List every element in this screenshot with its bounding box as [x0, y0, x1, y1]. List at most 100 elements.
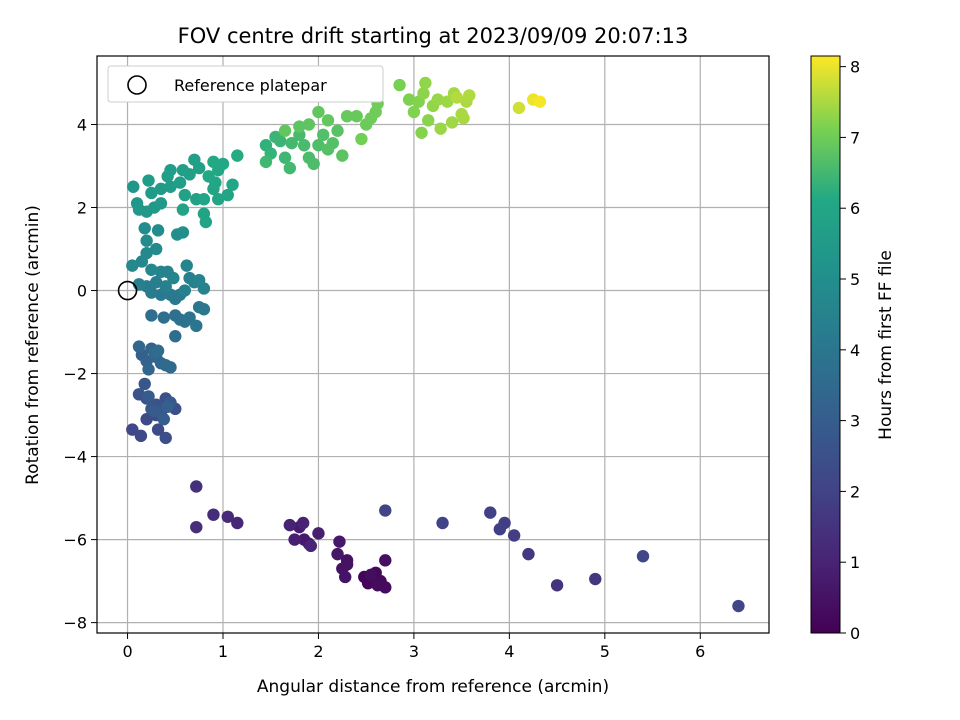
data-point: [164, 361, 177, 374]
colorbar-tick-label: 0: [850, 624, 860, 643]
y-tick-label: 0: [77, 282, 87, 301]
data-point: [149, 276, 163, 289]
y-tick-label: −6: [63, 531, 87, 550]
data-point: [589, 572, 602, 586]
data-point: [183, 311, 196, 324]
colorbar-tick-label: 4: [850, 341, 860, 360]
data-point: [419, 76, 432, 90]
data-point: [350, 109, 363, 123]
data-point: [140, 234, 153, 247]
data-point: [197, 303, 211, 316]
data-point: [463, 89, 476, 102]
data-point: [333, 535, 346, 548]
x-tick-label: 1: [218, 642, 228, 661]
data-point: [636, 550, 650, 563]
data-point: [283, 518, 297, 532]
data-point: [126, 423, 139, 436]
data-point: [197, 193, 211, 206]
data-points: [126, 76, 745, 613]
data-point: [338, 570, 352, 584]
y-axis-ticks: −8 −6 −4 −2 0 2 4: [63, 115, 97, 633]
y-tick-label: 2: [77, 199, 87, 218]
data-point: [192, 161, 206, 175]
data-point: [178, 284, 192, 297]
colorbar-tick-label: 7: [850, 128, 860, 147]
data-point: [161, 400, 174, 413]
data-point: [283, 161, 297, 175]
data-point: [402, 93, 416, 106]
data-point: [307, 157, 320, 171]
data-point: [190, 319, 203, 333]
data-point: [355, 132, 368, 146]
data-point: [317, 128, 330, 142]
data-point: [145, 263, 158, 276]
data-point: [190, 480, 203, 493]
data-point: [507, 529, 521, 542]
data-point: [379, 554, 392, 567]
colorbar-tick-label: 8: [850, 58, 860, 77]
data-point: [493, 523, 507, 536]
data-point: [138, 377, 151, 391]
data-point: [159, 280, 172, 293]
data-point: [202, 170, 215, 183]
y-tick-label: −8: [63, 614, 87, 633]
y-tick-label: −2: [63, 365, 87, 384]
data-point: [331, 547, 344, 561]
data-point: [157, 311, 171, 324]
data-point: [207, 508, 220, 521]
data-point: [450, 91, 464, 104]
x-tick-label: 2: [313, 642, 323, 661]
data-point: [178, 188, 192, 202]
data-point: [484, 506, 497, 519]
data-point: [134, 429, 148, 443]
data-point: [302, 118, 316, 131]
data-point: [151, 224, 165, 237]
data-point: [221, 510, 234, 523]
data-point: [138, 222, 151, 235]
data-point: [151, 344, 165, 357]
data-point: [274, 134, 287, 148]
y-axis-label: Rotation from reference (arcmin): [23, 205, 43, 485]
data-point: [297, 139, 311, 152]
x-tick-label: 6: [695, 642, 705, 661]
data-point: [190, 520, 203, 534]
reference-platepar-marker: [117, 280, 138, 301]
data-point: [154, 182, 168, 196]
data-point: [259, 155, 273, 169]
data-point: [231, 516, 244, 530]
data-point: [159, 431, 172, 445]
data-point: [304, 539, 318, 553]
data-point: [126, 259, 139, 272]
x-tick-label: 0: [122, 642, 132, 661]
data-point: [415, 126, 428, 139]
data-point: [422, 114, 435, 127]
colorbar-tick-label: 1: [850, 553, 860, 572]
data-point: [207, 155, 220, 169]
data-point: [533, 95, 547, 108]
data-point: [434, 122, 447, 135]
data-point: [312, 139, 325, 152]
data-point: [154, 197, 168, 210]
legend-entry: Reference platepar: [174, 76, 327, 95]
plot-frame: [96, 55, 770, 634]
data-point: [151, 423, 165, 436]
colorbar-gradient: [810, 55, 841, 634]
data-point: [142, 363, 155, 376]
data-point: [512, 101, 526, 115]
data-point: [192, 273, 206, 287]
data-point: [326, 136, 339, 150]
data-point: [278, 124, 292, 137]
data-point: [312, 527, 325, 540]
data-point: [331, 124, 344, 137]
data-point: [212, 193, 225, 206]
chart-title: FOV centre drift starting at 2023/09/09 …: [178, 24, 689, 48]
data-point: [522, 547, 535, 561]
data-point: [183, 168, 196, 181]
data-point: [379, 504, 392, 517]
data-point: [148, 404, 161, 418]
x-axis-label: Angular distance from reference (arcmin): [257, 677, 609, 697]
data-point: [164, 163, 177, 177]
data-point: [132, 340, 146, 353]
data-point: [157, 413, 171, 426]
data-point: [732, 599, 745, 613]
